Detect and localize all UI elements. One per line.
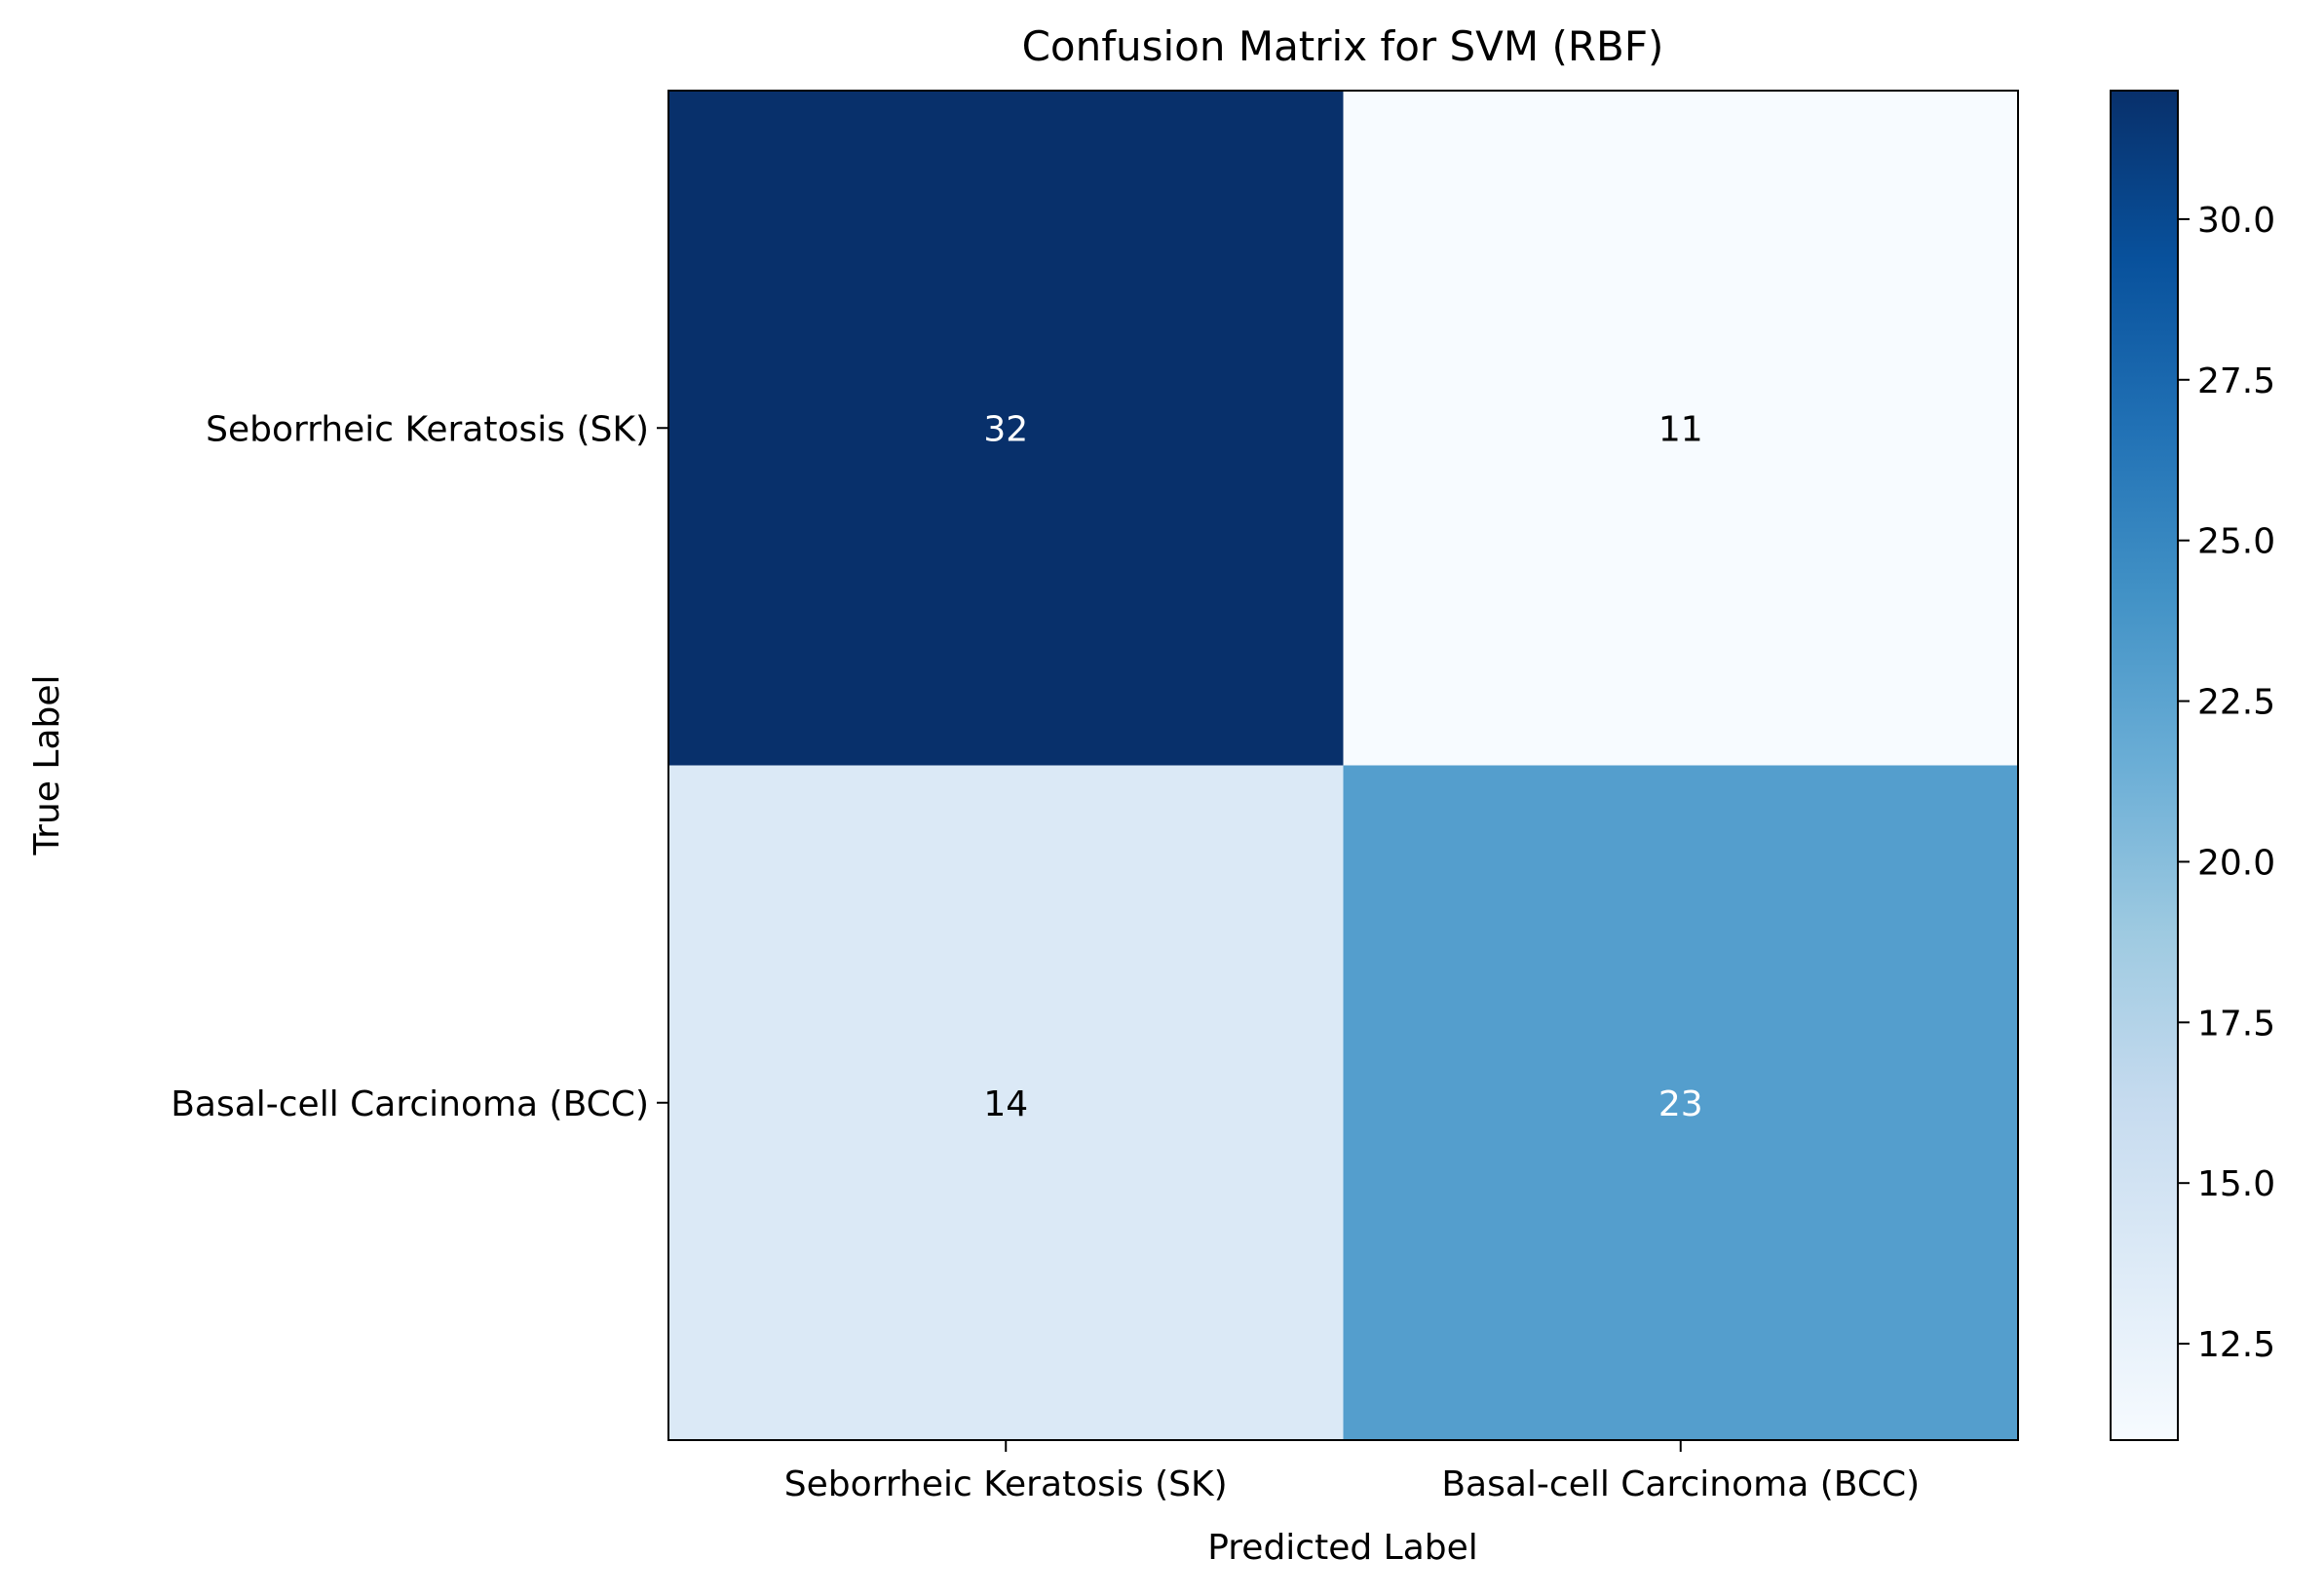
colorbar-tick-label: 17.5: [2197, 1004, 2275, 1044]
chart-title: Confusion Matrix for SVM (RBF): [1022, 22, 1664, 70]
y-tick-label: Seborrheic Keratosis (SK): [206, 409, 649, 449]
colorbar-tick-label: 30.0: [2197, 201, 2275, 241]
colorbar-tick-label: 27.5: [2197, 361, 2275, 401]
colorbar-tick-label: 20.0: [2197, 843, 2275, 883]
plot-frame: [667, 90, 2019, 1441]
colorbar-tick-label: 12.5: [2197, 1325, 2275, 1365]
colorbar-tick-label: 25.0: [2197, 522, 2275, 562]
x-tick-label: Basal-cell Carcinoma (BCC): [1441, 1464, 1920, 1504]
cell-value-label: 14: [983, 1084, 1028, 1124]
heatmap-cell: [1343, 91, 2019, 766]
heatmap-cells: [668, 91, 2019, 1441]
y-axis-label: True Label: [27, 674, 67, 855]
cell-value-labels: 32 11 14 23: [983, 409, 1702, 1124]
cell-value-label: 23: [1658, 1084, 1703, 1124]
x-axis-ticks: Seborrheic Keratosis (SK) Basal-cell Carc…: [784, 1440, 1920, 1504]
y-axis-ticks: Seborrheic Keratosis (SK) Basal-cell Carc…: [171, 409, 668, 1124]
colorbar-frame: [2110, 90, 2179, 1441]
x-axis-label: Predicted Label: [1207, 1528, 1478, 1568]
heatmap-cell: [1343, 765, 2019, 1441]
heatmap-cell: [668, 765, 1344, 1441]
cell-value-label: 11: [1658, 409, 1703, 449]
colorbar: 12.5 15.0 17.5 20.0 22.5 25.0 27.5 30.0: [2110, 90, 2275, 1441]
colorbar-tick-label: 15.0: [2197, 1164, 2275, 1204]
y-tick-label: Basal-cell Carcinoma (BCC): [171, 1084, 649, 1124]
colorbar-gradient: [2111, 91, 2178, 1440]
x-tick-label: Seborrheic Keratosis (SK): [784, 1464, 1228, 1504]
colorbar-tick-label: 22.5: [2197, 683, 2275, 723]
cell-value-label: 32: [983, 409, 1028, 449]
heatmap-cell: [668, 91, 1344, 766]
